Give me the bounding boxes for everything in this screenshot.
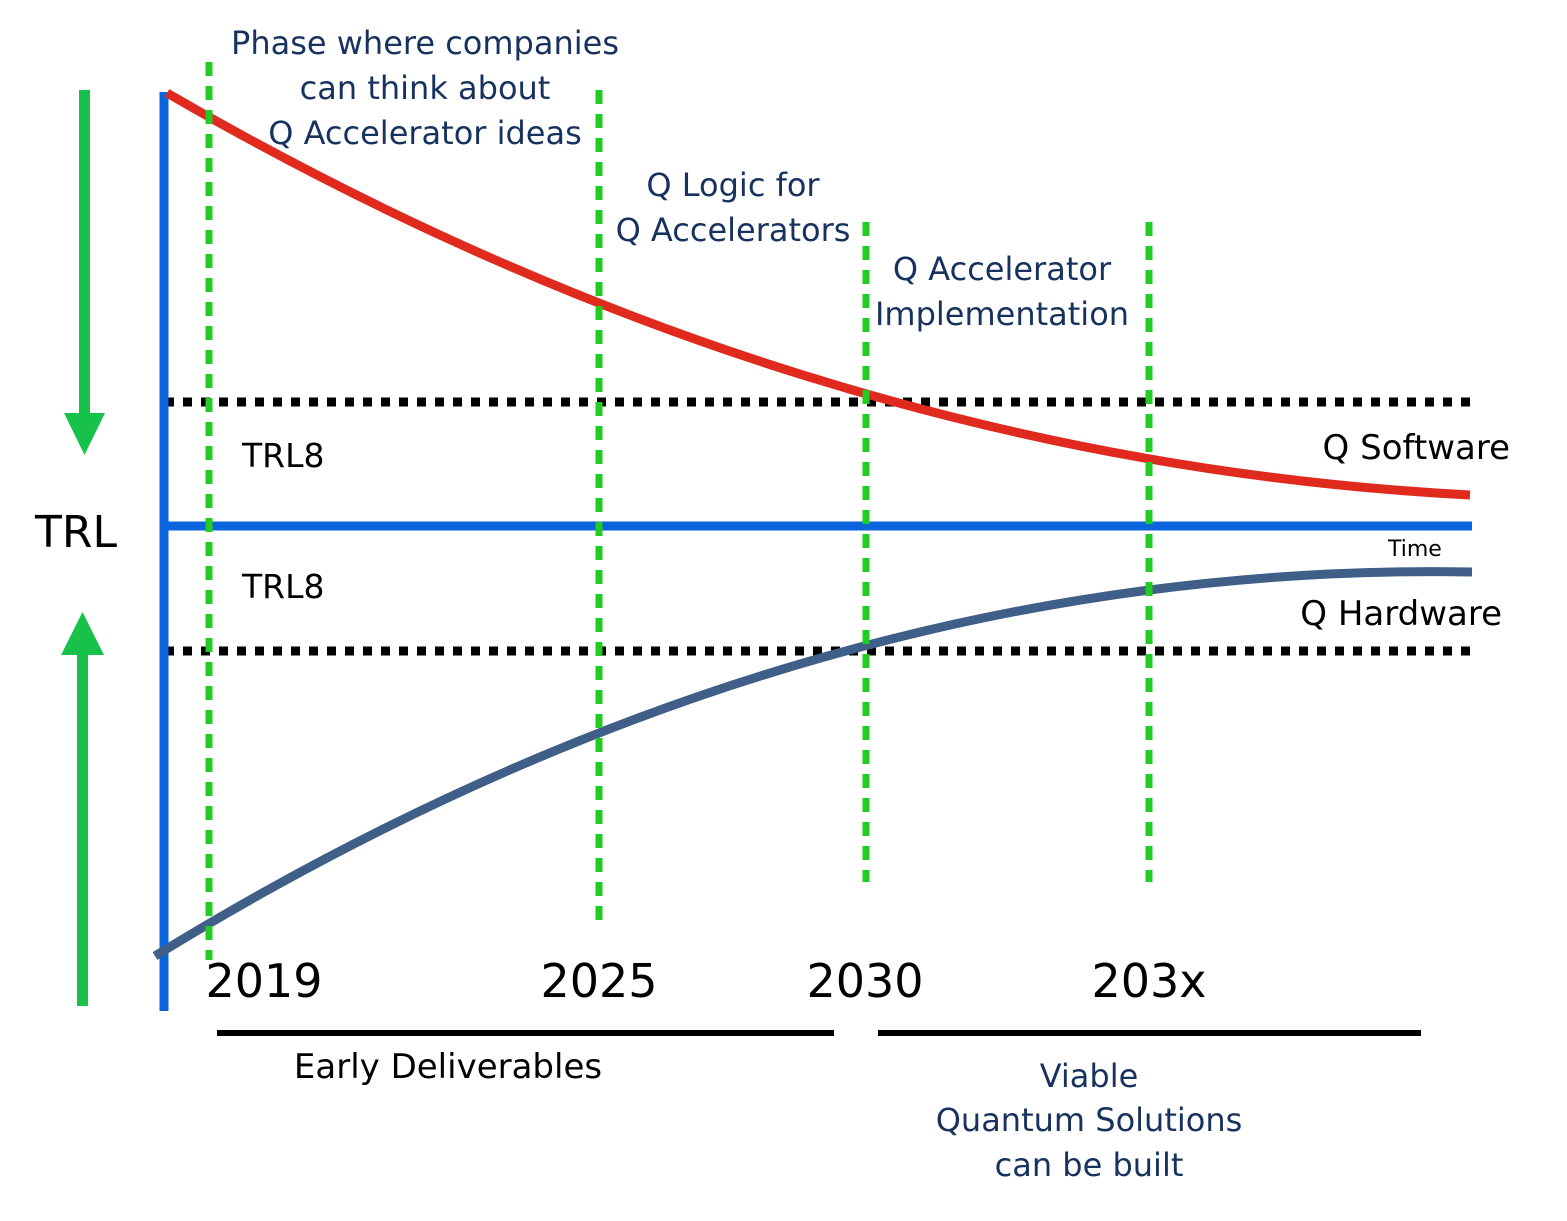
viable-line2: Quantum Solutions [936, 1101, 1243, 1139]
early-deliverables-label: Early Deliverables [294, 1047, 602, 1087]
phase3-line1: Q Accelerator [893, 250, 1112, 288]
year-2019: 2019 [205, 954, 322, 1008]
viable-solutions-annotation: Viable Quantum Solutions can be built [936, 1057, 1243, 1184]
y-axis-label: TRL [34, 507, 117, 558]
trl8-lower-label: TRL8 [241, 567, 324, 606]
arrow-down-icon [64, 90, 105, 455]
viable-line3: can be built [995, 1146, 1184, 1184]
phase3-annotation: Q Accelerator Implementation [875, 250, 1129, 333]
phase2-line2: Q Accelerators [616, 211, 851, 249]
phase1-line1: Phase where companies [231, 24, 619, 62]
software-label: Q Software [1323, 428, 1510, 468]
phase2-annotation: Q Logic for Q Accelerators [616, 166, 851, 249]
phase3-line2: Implementation [875, 295, 1129, 333]
year-203x: 203x [1091, 954, 1206, 1008]
arrow-up-icon [61, 612, 104, 1006]
software-curve [164, 89, 1471, 500]
x-axis-label: Time [1387, 537, 1442, 562]
phase1-line2: can think about [300, 69, 551, 107]
hardware-curve [152, 567, 1473, 960]
phase1-line3: Q Accelerator ideas [268, 114, 582, 152]
phase2-line1: Q Logic for [646, 166, 820, 204]
year-2025: 2025 [540, 954, 657, 1008]
trl8-upper-label: TRL8 [241, 436, 324, 475]
year-2030: 2030 [806, 954, 923, 1008]
phase1-annotation: Phase where companies can think about Q … [231, 24, 619, 152]
viable-line1: Viable [1040, 1057, 1139, 1095]
hardware-label: Q Hardware [1300, 594, 1502, 634]
